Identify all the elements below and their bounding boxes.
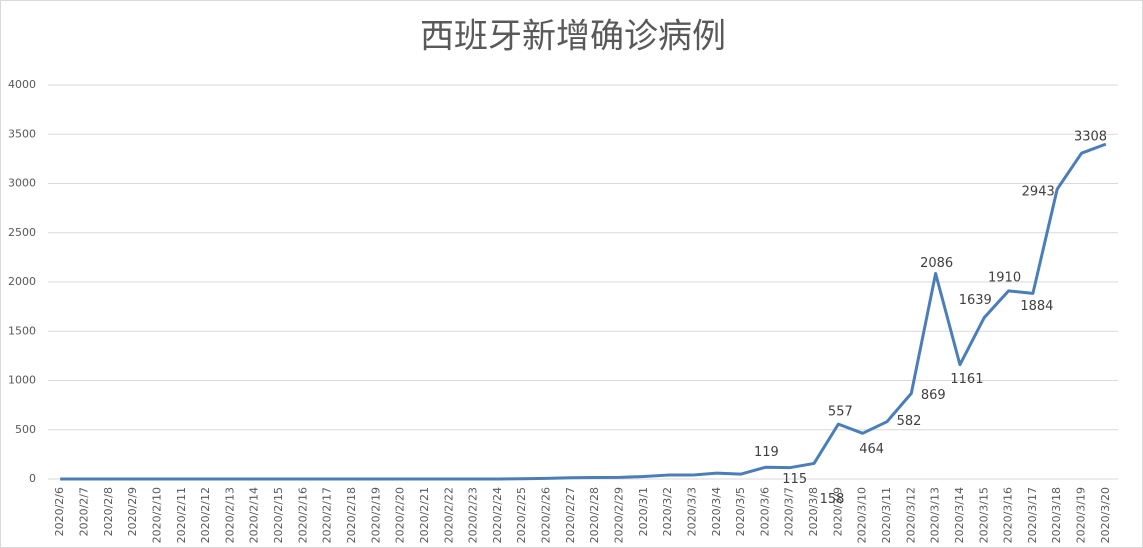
data-label: 1161 (950, 372, 983, 387)
y-tick-label: 2000 (8, 275, 36, 288)
y-tick-label: 1500 (8, 324, 36, 337)
x-tick-label: 2020/2/23 (467, 487, 480, 543)
x-tick-label: 2020/2/22 (442, 487, 455, 543)
x-tick-label: 2020/3/7 (783, 487, 796, 536)
x-tick-label: 2020/2/27 (564, 487, 577, 543)
x-tick-label: 2020/2/9 (126, 487, 139, 536)
data-label: 464 (859, 442, 884, 457)
data-label: 115 (782, 472, 807, 487)
data-label: 119 (754, 445, 779, 460)
data-label: 582 (897, 414, 922, 429)
x-tick-label: 2020/2/29 (612, 487, 625, 543)
x-tick-label: 2020/2/21 (418, 487, 431, 543)
x-tick-label: 2020/2/10 (150, 487, 163, 543)
x-tick-label: 2020/3/17 (1026, 487, 1039, 543)
x-tick-label: 2020/3/20 (1099, 487, 1112, 543)
x-tick-label: 2020/2/6 (53, 487, 66, 536)
chart-title: 西班牙新增确诊病例 (420, 17, 726, 57)
x-tick-label: 2020/2/8 (102, 487, 115, 536)
data-label: 557 (828, 405, 853, 420)
x-tick-label: 2020/3/3 (685, 487, 698, 536)
data-label: 2943 (1022, 185, 1055, 200)
x-tick-label: 2020/2/12 (199, 487, 212, 543)
data-label: 1884 (1020, 299, 1053, 314)
x-tick-label: 2020/3/10 (856, 487, 869, 543)
x-tick-label: 2020/2/24 (491, 487, 504, 543)
data-label: 869 (921, 388, 946, 403)
x-tick-label: 2020/2/7 (77, 487, 90, 536)
y-tick-label: 3000 (8, 177, 36, 190)
data-label: 158 (820, 492, 845, 507)
x-tick-label: 2020/3/6 (758, 487, 771, 536)
y-tick-label: 4000 (8, 78, 36, 91)
x-tick-label: 2020/2/26 (540, 487, 553, 543)
x-tick-label: 2020/3/2 (661, 487, 674, 536)
x-tick-label: 2020/2/28 (588, 487, 601, 543)
x-tick-label: 2020/2/25 (515, 487, 528, 543)
line (60, 142, 1107, 481)
x-tick-label: 2020/2/13 (223, 487, 236, 543)
data-label: 2086 (920, 256, 953, 271)
x-tick-label: 2020/2/19 (369, 487, 382, 543)
x-tick-label: 2020/2/16 (296, 487, 309, 543)
x-tick-label: 2020/2/14 (248, 487, 261, 543)
x-tick-label: 2020/3/12 (904, 487, 917, 543)
x-tick-label: 2020/3/11 (880, 487, 893, 543)
x-tick-label: 2020/3/4 (710, 487, 723, 536)
x-tick-label: 2020/3/15 (977, 487, 990, 543)
x-tick-label: 2020/3/14 (953, 487, 966, 543)
y-tick-label: 2500 (8, 226, 36, 239)
x-tick-label: 2020/3/16 (1002, 487, 1015, 543)
x-tick-label: 2020/2/15 (272, 487, 285, 543)
x-tick-label: 2020/2/18 (345, 487, 358, 543)
x-tick-label: 2020/3/18 (1050, 487, 1063, 543)
y-tick-label: 500 (15, 423, 36, 436)
y-tick-label: 3500 (8, 127, 36, 140)
x-tick-label: 2020/2/11 (175, 487, 188, 543)
y-tick-label: 1000 (8, 374, 36, 387)
data-label: 1910 (988, 270, 1021, 285)
x-tick-label: 2020/3/9 (831, 487, 844, 536)
x-tick-label: 2020/3/19 (1075, 487, 1088, 543)
x-tick-label: 2020/2/20 (394, 487, 407, 543)
y-tick-label: 0 (29, 472, 36, 485)
data-label: 1639 (959, 293, 992, 308)
x-tick-label: 2020/3/5 (734, 487, 747, 536)
x-tick-label: 2020/2/17 (321, 487, 334, 543)
data-label: 3308 (1074, 130, 1107, 145)
x-tick-label: 2020/3/8 (807, 487, 820, 536)
x-tick-label: 2020/3/13 (929, 487, 942, 543)
x-tick-label: 2020/3/1 (637, 487, 650, 536)
